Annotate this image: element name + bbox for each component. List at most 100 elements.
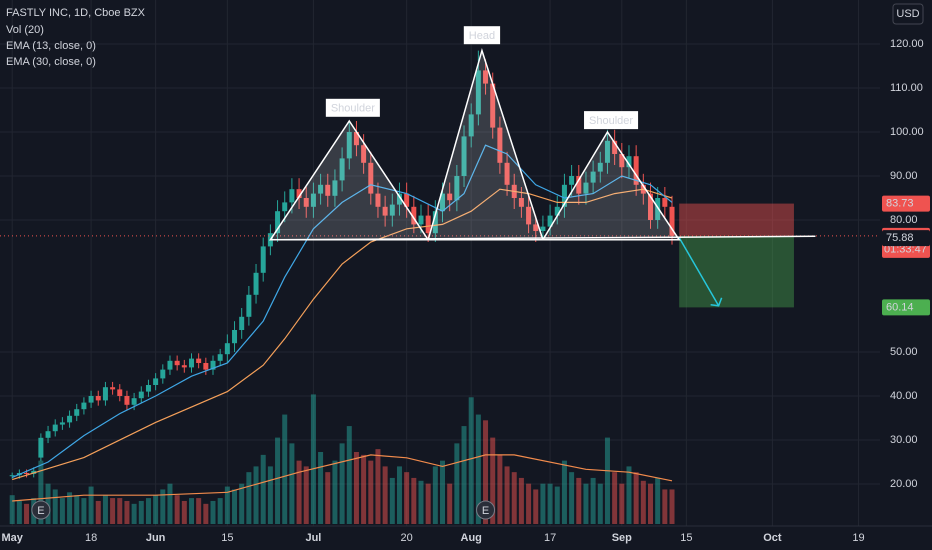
candle-body [353, 132, 359, 146]
volume-bar [203, 503, 209, 524]
price-tag-label: 75.88 [886, 232, 914, 244]
y-tick-label: 120.00 [890, 38, 924, 50]
candle-body [174, 360, 180, 366]
volume-bar [382, 466, 388, 524]
candle-body [504, 162, 510, 185]
volume-bar [246, 472, 252, 524]
earnings-label: E [482, 505, 489, 517]
candle-body [275, 211, 281, 234]
volume-bar [160, 489, 166, 524]
candle-body [289, 189, 295, 203]
candle-body [626, 156, 632, 168]
volume-bar [612, 472, 618, 524]
candle-body [375, 193, 381, 207]
candle-body [633, 156, 639, 185]
volume-bar [81, 498, 87, 524]
volume-bar [24, 503, 30, 524]
candle-body [461, 136, 467, 176]
candle-body [540, 226, 546, 231]
volume-bar [181, 500, 187, 524]
candle-body [440, 193, 446, 212]
candle-body [52, 424, 58, 432]
volume-bar [267, 466, 273, 524]
volume-bar [188, 498, 194, 524]
candle-body [361, 145, 367, 163]
volume-bar [533, 489, 539, 524]
candle-body [224, 343, 230, 355]
candle-body [389, 204, 395, 216]
candle-body [432, 211, 438, 234]
candle-body [339, 158, 345, 181]
candle-body [425, 215, 431, 234]
volume-bar [310, 394, 316, 524]
volume-bar [303, 466, 309, 524]
candle-body [569, 176, 575, 185]
volume-bar [590, 477, 596, 524]
x-tick-label: 15 [221, 532, 233, 544]
candle-body [454, 176, 460, 201]
arrow-head [710, 297, 723, 307]
volume-bar [389, 477, 395, 524]
x-tick-label: 20 [401, 532, 413, 544]
candle-body [554, 206, 560, 216]
volume-bar [260, 454, 266, 524]
candle-body [310, 193, 316, 207]
indicator: EMA (30, close, 0) [6, 56, 96, 68]
ema-line [11, 144, 673, 478]
volume-bar [16, 500, 22, 524]
candle-body [232, 330, 238, 344]
candle-body [196, 358, 202, 363]
volume-bar [583, 483, 589, 524]
volume-bar [88, 486, 94, 524]
y-tick-label: 110.00 [890, 82, 923, 94]
volume-ma [12, 454, 673, 502]
volume-bar [604, 437, 610, 524]
volume-bar [102, 495, 108, 524]
volume-bar [275, 437, 281, 524]
volume-bar [353, 452, 359, 524]
volume-bar [217, 498, 223, 524]
x-tick-label: May [1, 532, 23, 544]
candle-body [260, 246, 266, 273]
neckline [270, 235, 816, 241]
volume-bar [124, 500, 130, 524]
volume-bar [411, 477, 417, 524]
volume-bar [375, 449, 381, 524]
currency[interactable]: USD [896, 8, 919, 20]
candle-body [117, 389, 123, 396]
volume-bar [167, 483, 173, 524]
volume-bar [318, 452, 324, 524]
candle-body [583, 182, 589, 194]
pattern-label: Shoulder [589, 115, 633, 127]
volume-bar [52, 489, 58, 524]
candle-body [138, 391, 144, 399]
candle-body [124, 396, 130, 405]
y-tick-label: 30.00 [890, 434, 918, 446]
pattern-triangle [541, 130, 681, 241]
volume-bar [504, 466, 510, 524]
candle-body [662, 198, 668, 207]
candle-body [590, 171, 596, 183]
volume-bar [662, 489, 668, 524]
volume-bar [38, 460, 44, 524]
x-tick-label: Aug [461, 532, 482, 544]
volume-bar [404, 472, 410, 524]
volume-bar [346, 426, 352, 524]
candle-body [110, 387, 116, 390]
x-tick-label: Sep [612, 532, 632, 544]
volume-bar [547, 483, 553, 524]
volume-bar [497, 454, 503, 524]
volume-bar [296, 460, 302, 524]
volume-bar [67, 492, 73, 524]
candle-body [561, 184, 567, 207]
volume-bar [526, 483, 532, 524]
candle-body [145, 385, 151, 392]
x-tick-label: Jun [146, 532, 166, 544]
currency-box[interactable] [892, 3, 924, 25]
volume-bar [59, 498, 65, 524]
volume-bar [640, 480, 646, 524]
price-tag-label: 60.14 [886, 301, 914, 313]
volume-bar [540, 483, 546, 524]
volume-bar [655, 477, 661, 524]
candle-body [102, 387, 108, 401]
